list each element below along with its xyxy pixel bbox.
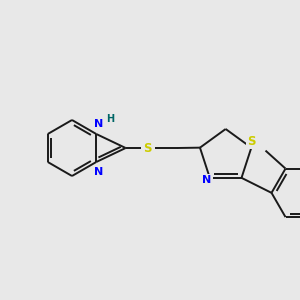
Text: S: S (247, 135, 256, 148)
Text: H: H (106, 114, 114, 124)
Text: N: N (94, 119, 103, 129)
Text: N: N (202, 175, 212, 185)
Text: S: S (143, 142, 152, 154)
Text: N: N (94, 167, 103, 177)
